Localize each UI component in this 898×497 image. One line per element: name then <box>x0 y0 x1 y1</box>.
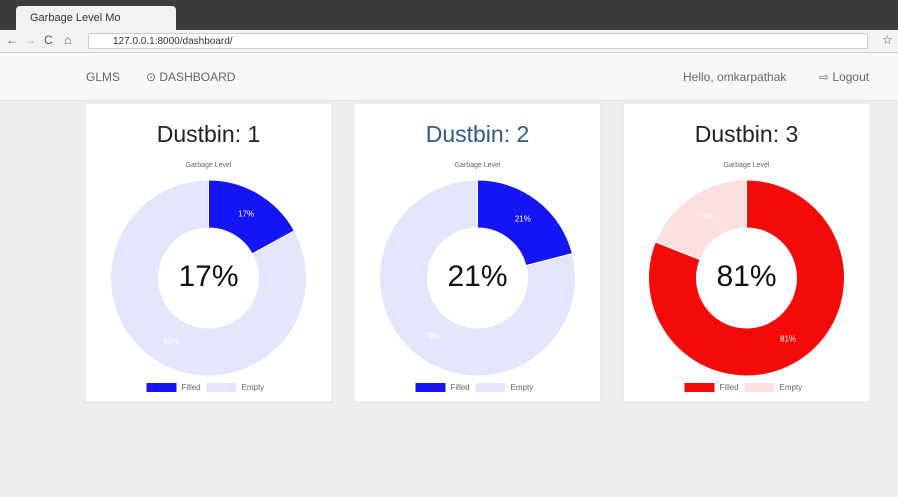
data-label: 19% <box>697 212 713 221</box>
dashboard-cards: Dustbin: 1 Garbage Level 17% 83% 17% Filled Em… <box>0 100 898 497</box>
browser-tab[interactable]: Garbage Level Mo <box>16 6 176 30</box>
dashboard-text: DASHBOARD <box>159 70 235 84</box>
home-button[interactable]: ⌂ <box>64 33 71 47</box>
legend-label: Filled <box>451 383 470 392</box>
data-label: 83% <box>163 337 179 346</box>
legend-label: Filled <box>182 383 201 392</box>
brand-link[interactable]: GLMS <box>86 70 120 84</box>
center-label: 81% <box>716 260 776 293</box>
logout-link[interactable]: ⇨ Logout <box>819 70 869 84</box>
legend-swatch <box>745 383 775 392</box>
card-title: Dustbin: 1 <box>157 121 261 147</box>
legend-label: Empty <box>511 383 534 392</box>
legend-label: Filled <box>720 383 739 392</box>
greeting[interactable]: Hello, omkarpathak <box>683 70 786 84</box>
legend-label: Empty <box>242 383 265 392</box>
page: Garbage Level Mo ← → C ⌂ 127.0.0.1:8000/… <box>0 0 898 497</box>
chart-subtitle: Garbage Level <box>455 162 501 169</box>
data-label: 21% <box>515 215 531 224</box>
card-title: Dustbin: 3 <box>695 121 799 147</box>
address-bar: ← → C ⌂ 127.0.0.1:8000/dashboard/ ☆ <box>0 30 898 53</box>
dashboard-link[interactable]: ⊙ DASHBOARD <box>146 70 235 84</box>
back-button[interactable]: ← <box>6 33 18 47</box>
reload-button[interactable]: C <box>44 33 53 47</box>
logout-text: Logout <box>832 70 869 84</box>
data-label: 81% <box>780 334 796 343</box>
card-title: Dustbin: 2 <box>426 121 530 147</box>
data-label: 17% <box>238 209 254 218</box>
url-field[interactable]: 127.0.0.1:8000/dashboard/ <box>88 33 868 49</box>
legend-swatch <box>685 383 715 392</box>
legend-label: Empty <box>780 383 803 392</box>
legend-swatch <box>476 383 506 392</box>
legend-swatch <box>207 383 237 392</box>
chart-subtitle: Garbage Level <box>724 162 770 169</box>
center-label: 17% <box>178 260 238 293</box>
forward-button[interactable]: → <box>24 33 36 47</box>
center-label: 21% <box>447 260 507 293</box>
navbar: GLMS ⊙ DASHBOARD Hello, omkarpathak ⇨ Lo… <box>0 53 898 101</box>
legend-swatch <box>147 383 177 392</box>
bookmark-star[interactable]: ☆ <box>882 33 893 47</box>
tab-bar: Garbage Level Mo <box>0 0 898 30</box>
data-label: 79% <box>424 332 440 341</box>
chart-subtitle: Garbage Level <box>186 162 232 169</box>
legend-swatch <box>416 383 446 392</box>
